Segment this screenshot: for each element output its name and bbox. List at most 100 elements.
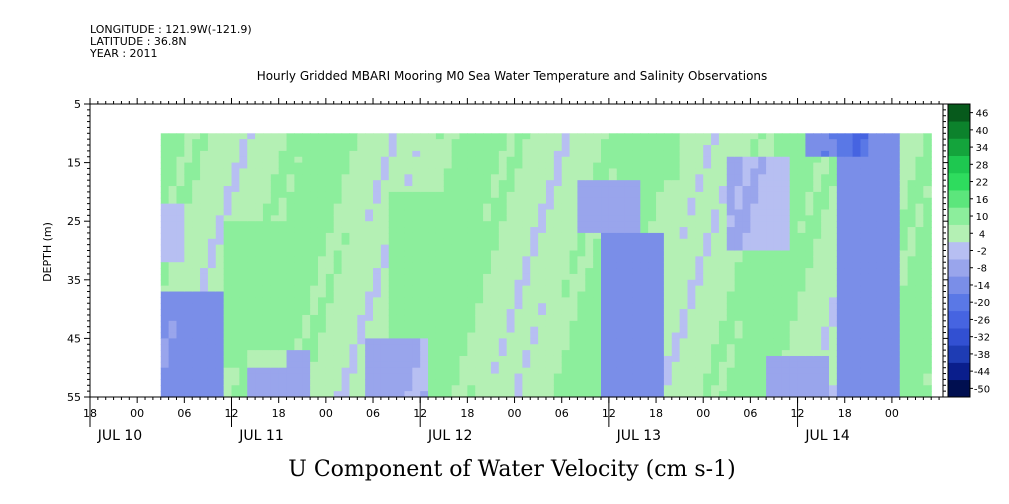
heatmap-cell bbox=[813, 373, 822, 381]
heatmap-cell bbox=[459, 133, 468, 140]
heatmap-cell bbox=[648, 279, 657, 287]
heatmap-cell bbox=[766, 191, 775, 199]
heatmap-cell bbox=[656, 291, 665, 298]
heatmap-cell bbox=[349, 379, 358, 386]
heatmap-cell bbox=[836, 344, 846, 351]
heatmap-cell bbox=[365, 332, 374, 339]
heatmap-cell bbox=[239, 391, 248, 398]
heatmap-cell bbox=[357, 355, 366, 363]
heatmap-cell bbox=[223, 256, 233, 263]
heatmap-cell bbox=[585, 350, 594, 357]
heatmap-cell bbox=[766, 197, 775, 205]
heatmap-cell bbox=[184, 244, 193, 252]
heatmap-cell bbox=[797, 162, 807, 170]
heatmap-cell bbox=[608, 232, 618, 240]
y-tick-label: 25 bbox=[67, 215, 81, 228]
heatmap-cell bbox=[679, 268, 689, 275]
heatmap-cell bbox=[451, 355, 461, 363]
heatmap-cell bbox=[349, 338, 358, 345]
heatmap-cell bbox=[632, 314, 641, 322]
heatmap-cell bbox=[270, 350, 280, 357]
heatmap-cell bbox=[734, 191, 744, 199]
heatmap-cell bbox=[766, 209, 775, 216]
heatmap-cell bbox=[200, 350, 209, 357]
heatmap-cell bbox=[585, 197, 594, 205]
heatmap-cell bbox=[671, 385, 681, 392]
heatmap-cell bbox=[891, 268, 901, 275]
heatmap-cell bbox=[168, 385, 178, 392]
heatmap-cell bbox=[844, 168, 854, 175]
heatmap-cell bbox=[553, 303, 563, 310]
heatmap-cell bbox=[467, 203, 476, 211]
heatmap-cell bbox=[711, 320, 720, 328]
heatmap-cell bbox=[805, 256, 814, 263]
heatmap-cell bbox=[428, 209, 437, 216]
heatmap-cell bbox=[679, 250, 689, 257]
heatmap-cell bbox=[797, 285, 807, 293]
heatmap-cell bbox=[475, 244, 484, 252]
heatmap-cell bbox=[380, 332, 390, 339]
heatmap-cell bbox=[247, 379, 256, 386]
heatmap-cell bbox=[553, 355, 563, 363]
heatmap-cell bbox=[703, 332, 712, 339]
heatmap-cell bbox=[640, 156, 649, 164]
heatmap-cell bbox=[891, 303, 901, 310]
heatmap-cell bbox=[758, 385, 767, 392]
heatmap-cell bbox=[200, 332, 209, 339]
heatmap-cell bbox=[160, 285, 170, 293]
heatmap-cell bbox=[498, 391, 508, 398]
heatmap-cell bbox=[789, 186, 799, 193]
heatmap-cell bbox=[726, 373, 736, 381]
heatmap-cell bbox=[766, 174, 775, 181]
heatmap-cell bbox=[192, 191, 201, 199]
heatmap-cell bbox=[435, 203, 445, 211]
heatmap-cell bbox=[412, 221, 421, 228]
heatmap-cell bbox=[538, 326, 547, 334]
heatmap-cell bbox=[176, 191, 185, 199]
heatmap-cell bbox=[522, 186, 531, 193]
heatmap-cell bbox=[860, 373, 869, 381]
heatmap-cell bbox=[412, 320, 421, 328]
heatmap-cell bbox=[860, 385, 869, 392]
heatmap-cell bbox=[239, 385, 248, 392]
heatmap-cell bbox=[821, 191, 830, 199]
heatmap-cell bbox=[734, 385, 744, 392]
heatmap-cell bbox=[829, 133, 838, 140]
heatmap-cell bbox=[294, 326, 303, 334]
heatmap-cell bbox=[860, 361, 869, 369]
heatmap-cell bbox=[773, 350, 783, 357]
heatmap-cell bbox=[443, 279, 453, 287]
heatmap-cell bbox=[404, 180, 413, 187]
heatmap-cell bbox=[593, 232, 602, 240]
heatmap-cell bbox=[333, 250, 343, 257]
heatmap-cell bbox=[797, 291, 807, 298]
heatmap-cell bbox=[742, 145, 751, 152]
heatmap-cell bbox=[734, 145, 744, 152]
heatmap-cell bbox=[365, 227, 374, 234]
heatmap-cell bbox=[601, 244, 610, 252]
heatmap-cell bbox=[388, 227, 398, 234]
heatmap-cell bbox=[404, 191, 413, 199]
heatmap-cell bbox=[231, 373, 240, 381]
heatmap-cell bbox=[663, 303, 673, 310]
heatmap-cell bbox=[373, 373, 382, 381]
heatmap-cell bbox=[380, 203, 390, 211]
heatmap-cell bbox=[420, 350, 429, 357]
heatmap-cell bbox=[829, 238, 838, 246]
heatmap-cell bbox=[742, 215, 751, 222]
heatmap-cell bbox=[317, 385, 327, 392]
heatmap-cell bbox=[915, 191, 924, 199]
heatmap-cell bbox=[907, 150, 917, 158]
heatmap-cell bbox=[923, 174, 932, 181]
heatmap-cell bbox=[404, 250, 413, 257]
heatmap-cell bbox=[640, 168, 649, 175]
heatmap-cell bbox=[711, 361, 720, 369]
heatmap-cell bbox=[420, 191, 429, 199]
heatmap-cell bbox=[805, 285, 814, 293]
heatmap-cell bbox=[459, 262, 468, 269]
heatmap-cell bbox=[317, 332, 327, 339]
heatmap-cell bbox=[703, 250, 712, 257]
heatmap-cell bbox=[648, 273, 657, 281]
heatmap-cell bbox=[687, 379, 696, 386]
heatmap-cell bbox=[561, 268, 571, 275]
